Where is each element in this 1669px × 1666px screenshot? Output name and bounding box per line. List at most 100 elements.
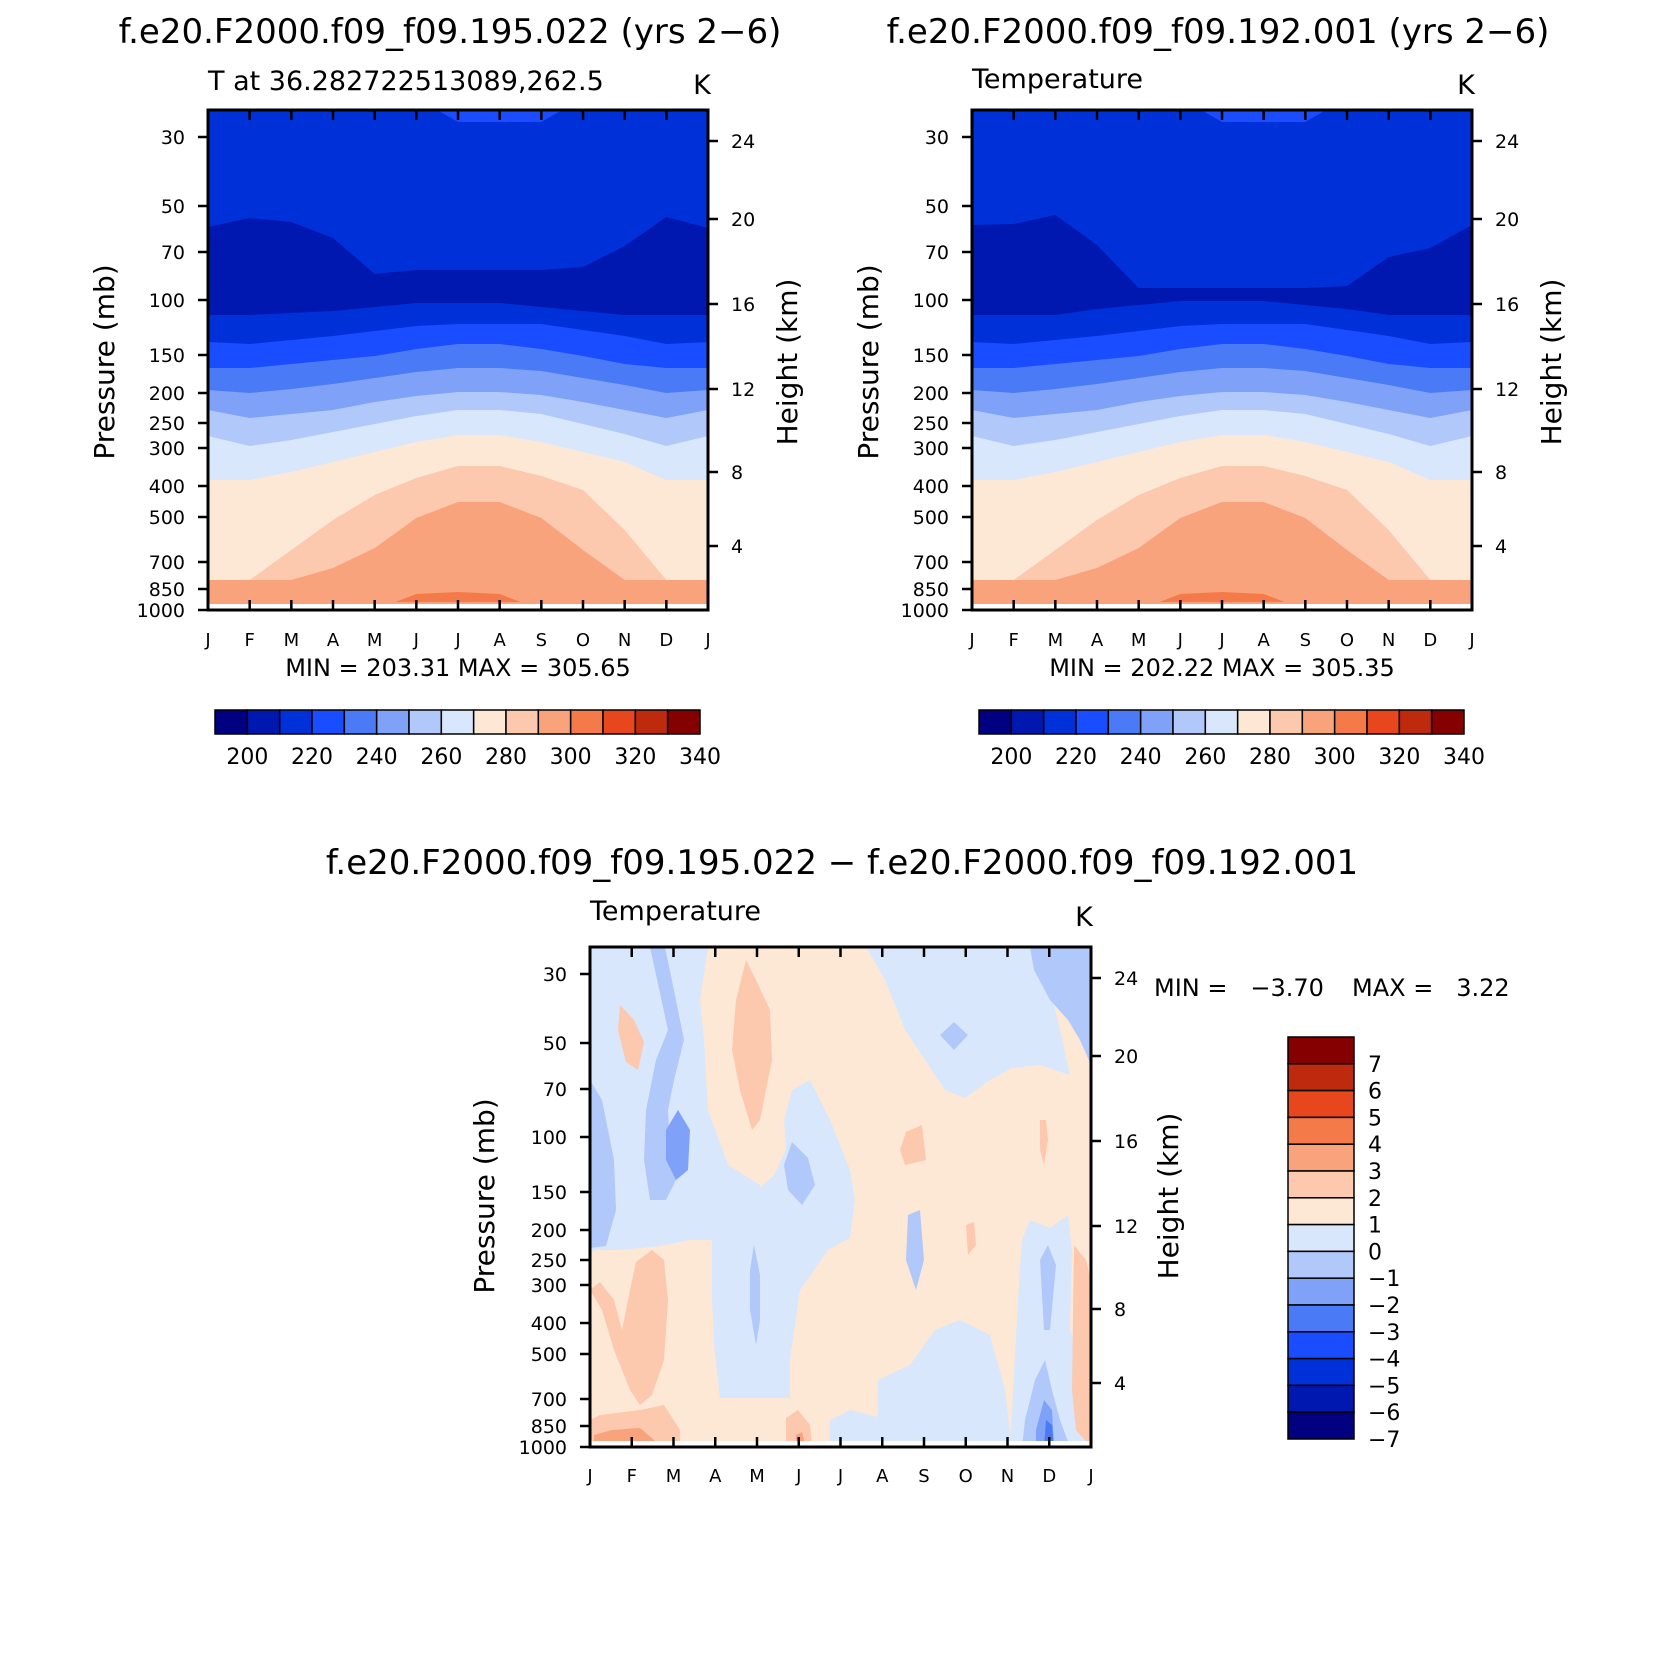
y-right-tick-label: 12 [731, 379, 755, 401]
colorbar-box [1236, 709, 1271, 735]
y-tick-label: 200 [149, 383, 185, 405]
colorbar-label: 320 [614, 745, 656, 770]
colorbar-label: 2 [1368, 1187, 1382, 1212]
plot-axes: J F M A M J J A S O N D J 30 50 70 100 150 200 250 300 400 500… [901, 108, 1519, 651]
colorbar-label: 4 [1368, 1133, 1382, 1158]
panel-title: f.e20.F2000.f09_f09.192.001 (yrs 2−6) [887, 12, 1550, 52]
y-tick-label: 30 [543, 964, 567, 986]
colorbar-box [1287, 1304, 1355, 1333]
colorbar-label: 260 [1184, 745, 1226, 770]
y-tick-label: 300 [531, 1275, 567, 1297]
colorbar-box [1287, 1197, 1355, 1226]
y-tick-label: 400 [149, 476, 185, 498]
y-tick-label: 70 [925, 242, 949, 264]
y-tick-label: 100 [149, 290, 185, 312]
colorbar-box [1287, 1089, 1355, 1119]
x-tick-label: D [1423, 630, 1437, 651]
y-tick-label: 150 [913, 345, 949, 367]
colorbar-label: 260 [420, 745, 462, 770]
x-tick-label: J [704, 630, 710, 651]
y-tick-label: 250 [149, 413, 185, 435]
y-right-tick-label: 4 [731, 536, 743, 558]
y-tick-label: 70 [543, 1079, 567, 1101]
x-tick-label: J [1218, 630, 1224, 651]
panel-title: f.e20.F2000.f09_f09.195.022 (yrs 2−6) [119, 12, 782, 52]
colorbar-label: 240 [356, 745, 398, 770]
y-tick-label: 700 [531, 1389, 567, 1411]
y-tick-label: 1000 [519, 1437, 567, 1459]
colorbar-label: 300 [1314, 745, 1356, 770]
colorbar-box [1287, 1277, 1355, 1306]
colorbar-label: 340 [679, 745, 721, 770]
panel-title: f.e20.F2000.f09_f09.195.022 − f.e20.F200… [326, 843, 1358, 883]
colorbar-box [472, 709, 507, 735]
y-right-tick-label: 8 [1495, 462, 1507, 484]
colorbar-box [634, 709, 669, 735]
min-max-stats: MIN = 203.31 MAX = 305.65 [285, 654, 631, 682]
panel-subtitle-left: Temperature [589, 896, 761, 927]
x-tick-label: J [204, 630, 210, 651]
x-tick-label: A [327, 630, 340, 651]
colorbar-label: 6 [1368, 1080, 1382, 1105]
y-tick-label: 850 [913, 579, 949, 601]
x-tick-label: J [968, 630, 974, 651]
y-axis-right-label: Height (km) [1535, 279, 1568, 446]
x-tick-label: F [244, 630, 254, 651]
y-axis-label: Pressure (mb) [852, 264, 885, 459]
x-tick-label: M [749, 1466, 765, 1487]
min-max-stats: MIN = 202.22 MAX = 305.35 [1049, 654, 1395, 682]
colorbar-label: 7 [1368, 1053, 1382, 1078]
colorbar-box [1010, 709, 1045, 735]
y-tick-label: 100 [531, 1127, 567, 1149]
colorbar-box [569, 709, 604, 735]
colorbar-box [1287, 1331, 1355, 1360]
colorbar-box [1287, 1143, 1355, 1172]
x-tick-label: J [586, 1466, 592, 1487]
panel-subtitle-left: Temperature [971, 64, 1143, 95]
negative-region-east-upper [866, 947, 1070, 1098]
x-tick-label: M [666, 1466, 682, 1487]
contour-band-310 [395, 592, 521, 602]
colorbar-label: −7 [1368, 1428, 1400, 1453]
colorbar-box [1287, 1250, 1355, 1279]
x-tick-label: J [1468, 630, 1474, 651]
colorbar: 200 220 240 260 280 300 320 340 [978, 709, 1485, 770]
y-tick-label: 700 [913, 552, 949, 574]
colorbar-box [602, 709, 637, 735]
colorbar-label: 1 [1368, 1214, 1382, 1239]
y-right-tick-label: 20 [731, 209, 755, 231]
x-tick-label: A [876, 1466, 889, 1487]
y-right-tick-label: 16 [1495, 294, 1519, 316]
y-tick-label: 850 [149, 579, 185, 601]
x-tick-label: F [1008, 630, 1018, 651]
colorbar-label: 0 [1368, 1240, 1382, 1265]
contour-plot [972, 110, 1472, 610]
colorbar-box [375, 709, 410, 735]
y-right-tick-label: 16 [731, 294, 755, 316]
contour-plot [590, 947, 1091, 1447]
y-right-tick-label: 16 [1114, 1131, 1138, 1153]
y-tick-label: 400 [531, 1313, 567, 1335]
colorbar-box [408, 709, 443, 735]
colorbar-label: −1 [1368, 1267, 1400, 1292]
colorbar-box [1287, 1036, 1355, 1065]
y-right-tick-label: 8 [731, 462, 743, 484]
x-tick-label: S [1300, 630, 1311, 651]
y-tick-label: 250 [913, 413, 949, 435]
y-tick-label: 30 [161, 127, 185, 149]
y-tick-label: 300 [149, 438, 185, 460]
y-tick-label: 150 [149, 345, 185, 367]
colorbar-box [1204, 709, 1239, 735]
y-tick-label: 400 [913, 476, 949, 498]
colorbar-box [1287, 1357, 1355, 1387]
colorbar-label: −4 [1368, 1348, 1400, 1373]
colorbar-box [1301, 709, 1336, 735]
y-tick-label: 50 [161, 196, 185, 218]
colorbar-box [978, 709, 1013, 735]
colorbar-box [1287, 1116, 1355, 1145]
contour-band-300 [972, 502, 1472, 610]
colorbar-box [1042, 709, 1077, 735]
x-tick-label: A [494, 630, 507, 651]
contour-band-310 [1159, 592, 1285, 602]
